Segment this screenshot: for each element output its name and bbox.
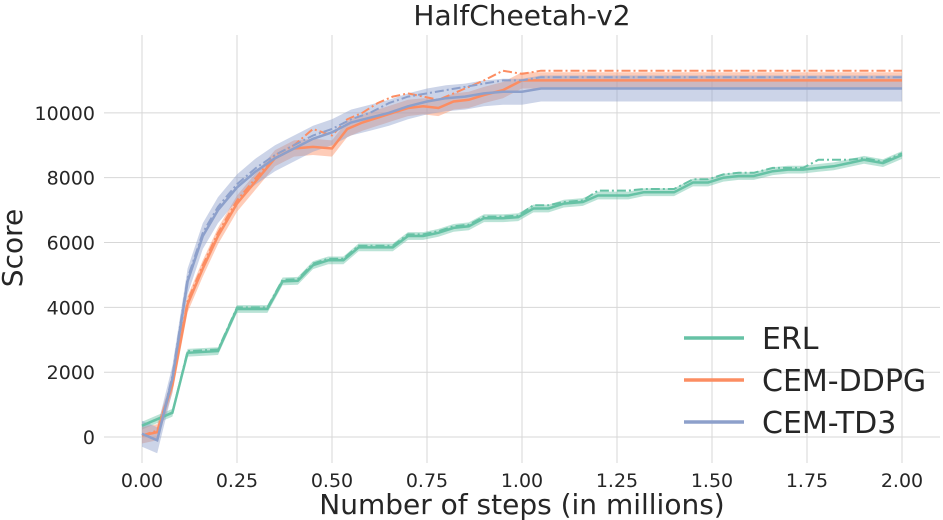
legend-label-cem-ddpg: CEM-DDPG xyxy=(762,364,926,399)
gridlines xyxy=(104,35,940,463)
best-line-cem-ddpg xyxy=(141,69,902,437)
mean-line-cem-ddpg xyxy=(141,79,902,437)
x-tick-label: 0.25 xyxy=(216,470,258,492)
x-tick-label: 1.50 xyxy=(691,470,733,492)
x-tick-label: 1.25 xyxy=(596,470,638,492)
y-tick-label: 8000 xyxy=(47,168,95,190)
mean-line-erl xyxy=(141,153,903,427)
x-tick-label: 2.00 xyxy=(881,470,923,492)
y-tick-label: 4000 xyxy=(47,297,95,319)
legend: ERL CEM-DDPG CEM-TD3 xyxy=(684,322,926,441)
chart-title: HalfCheetah-v2 xyxy=(413,0,630,32)
best-line-erl xyxy=(141,152,903,427)
mean-line-cem-td3 xyxy=(141,87,902,443)
series-layer xyxy=(141,69,903,454)
best-line-cem-td3 xyxy=(141,76,902,442)
tick-labels: 0.00 0.25 0.50 0.75 1.00 1.25 1.50 1.75 2.00 0 200… xyxy=(35,103,924,492)
y-tick-label: 6000 xyxy=(47,233,95,255)
x-axis-label: Number of steps (in millions) xyxy=(319,488,724,520)
x-tick-label: 0.75 xyxy=(406,470,448,492)
x-tick-label: 1.75 xyxy=(786,470,828,492)
y-axis-label: Score xyxy=(0,209,29,287)
x-tick-label: 0.50 xyxy=(311,470,353,492)
legend-label-cem-td3: CEM-TD3 xyxy=(762,406,896,441)
y-tick-label: 0 xyxy=(83,427,95,449)
x-tick-label: 0.00 xyxy=(121,470,163,492)
y-tick-label: 2000 xyxy=(47,362,95,384)
x-tick-label: 1.00 xyxy=(501,470,543,492)
y-tick-label: 10000 xyxy=(35,103,95,125)
legend-label-erl: ERL xyxy=(762,322,819,357)
